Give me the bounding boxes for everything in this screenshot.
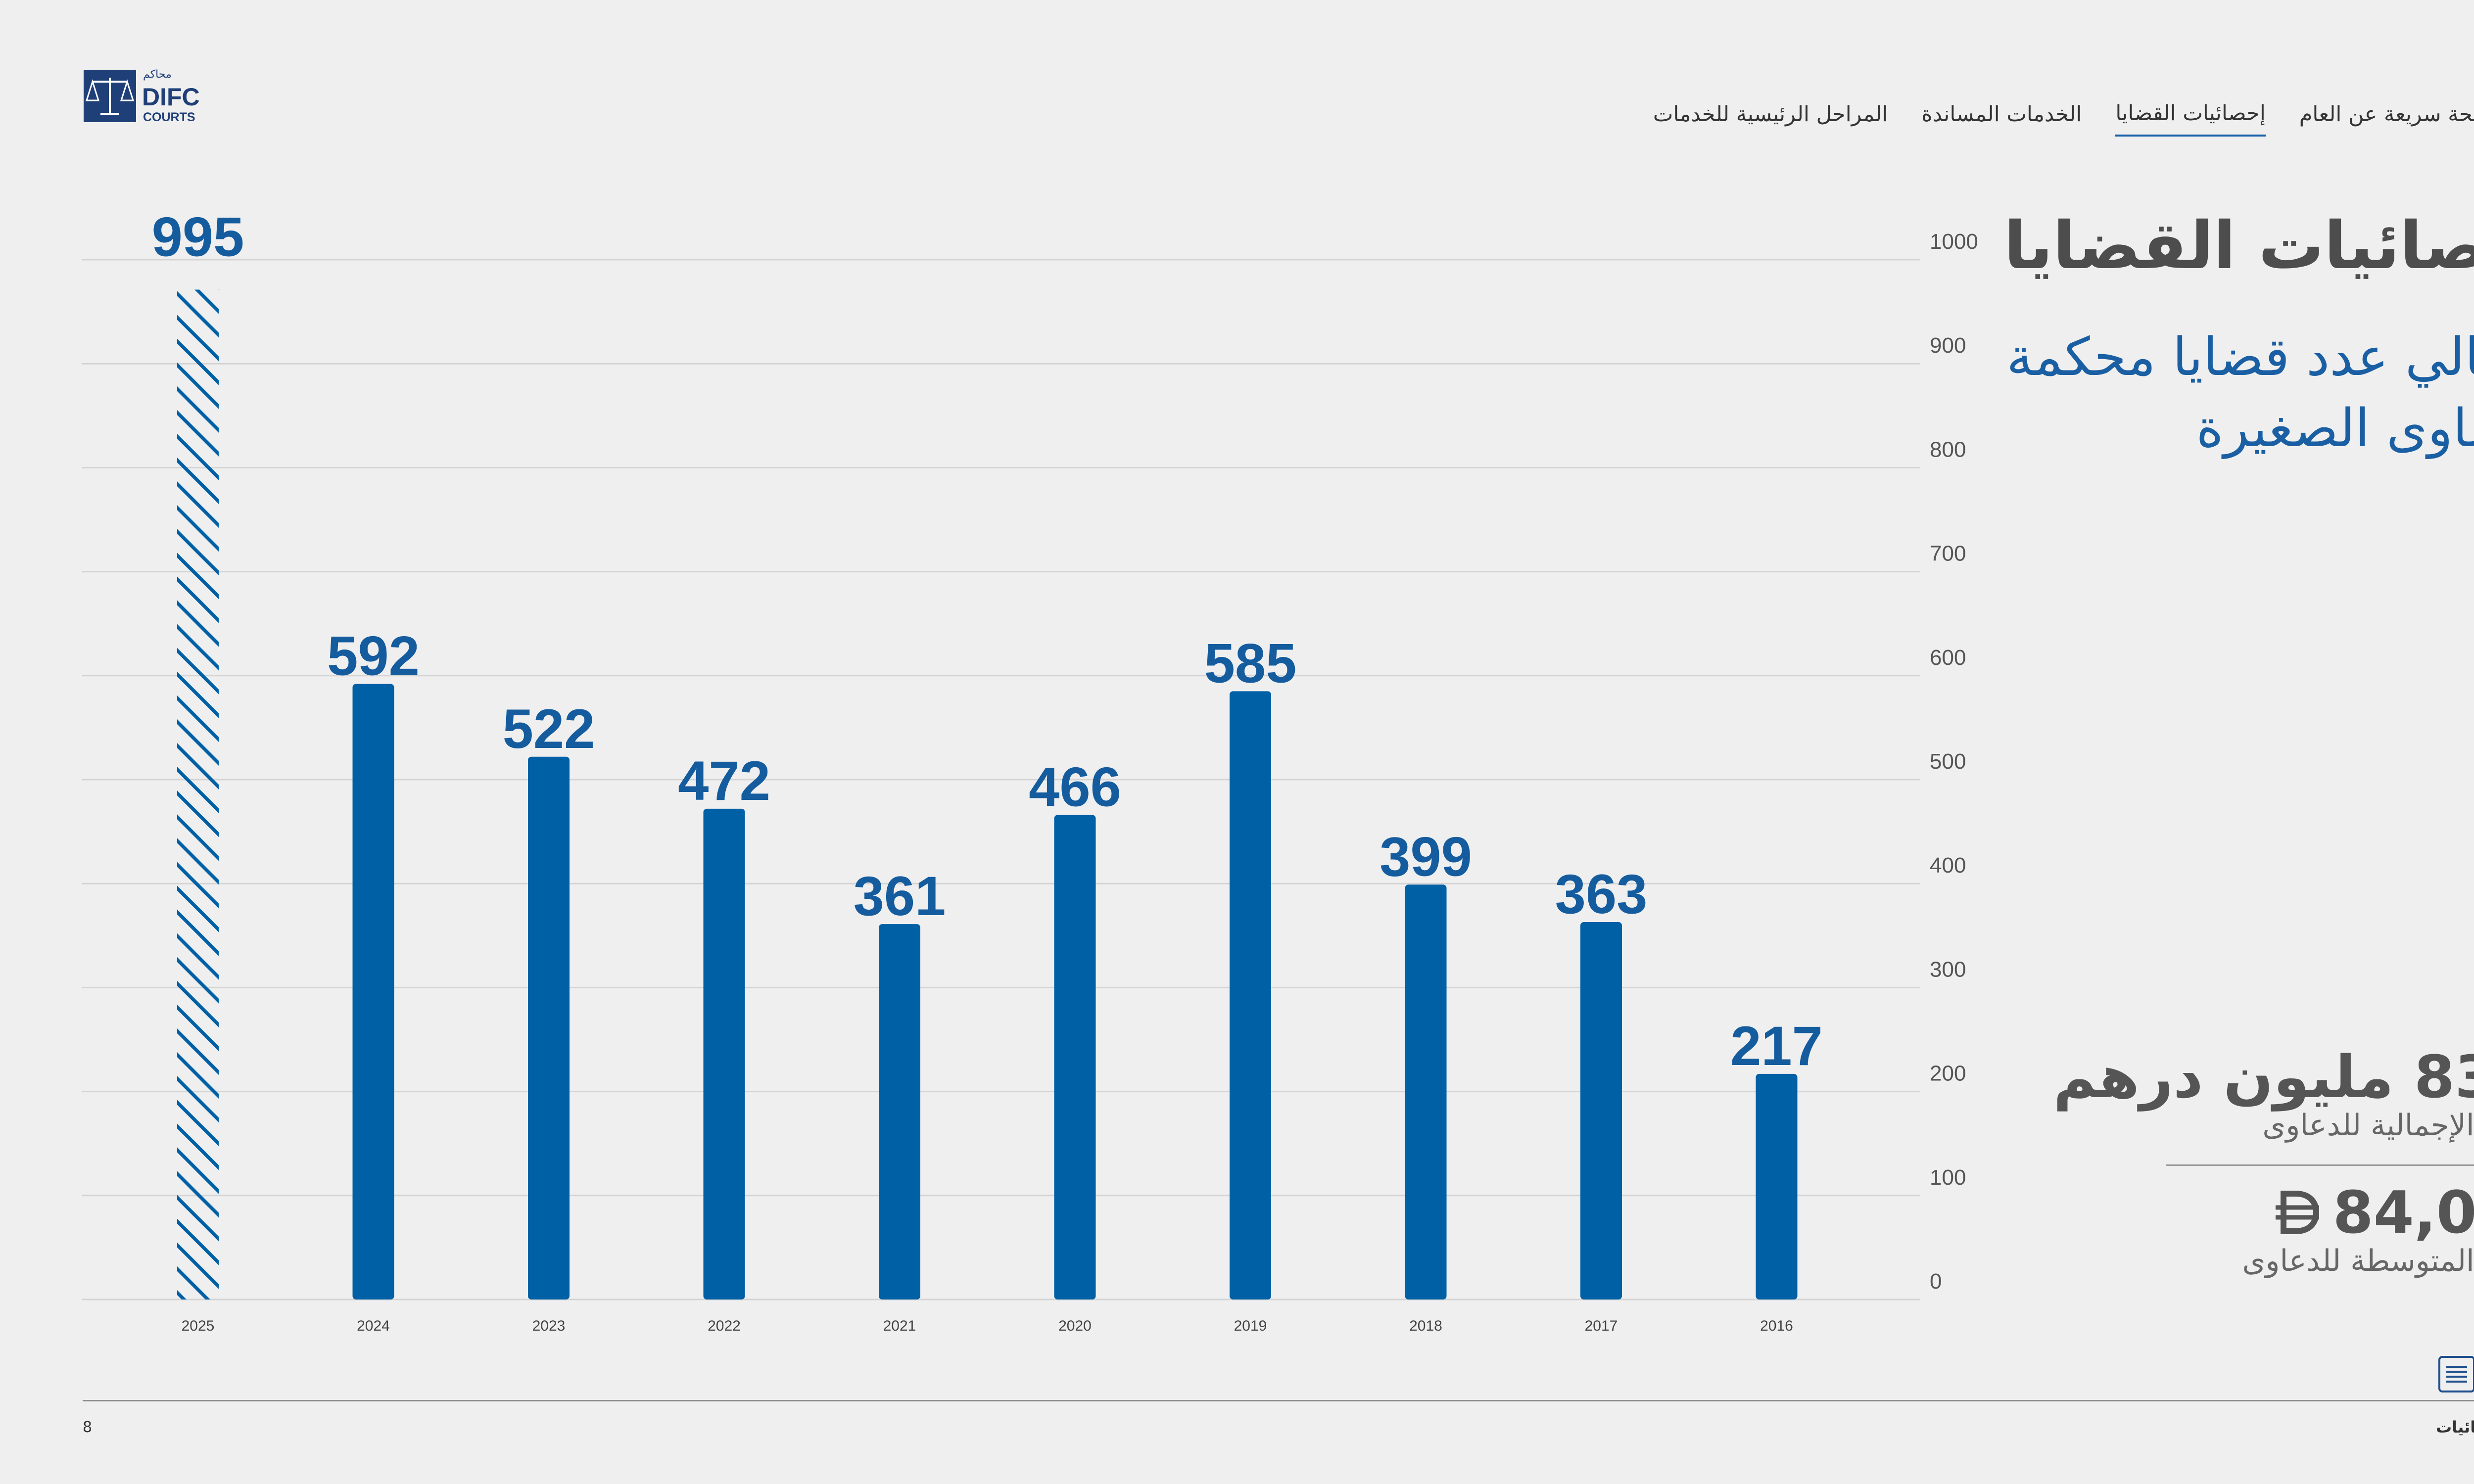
logo-text: DIFC xyxy=(142,83,200,111)
footer-report-title: 2025 إحصائيات xyxy=(2435,1418,2474,1437)
bar-2022 xyxy=(703,808,745,1299)
data-label-2018: 399 xyxy=(1380,826,1472,887)
y-tick-label: 100 xyxy=(1930,1165,1966,1190)
bar-2019 xyxy=(1230,691,1271,1299)
x-tick-label-2024: 2024 xyxy=(357,1318,390,1334)
y-tick-label: 700 xyxy=(1930,542,1966,566)
data-label-2023: 522 xyxy=(503,698,595,760)
x-tick-label-2025: 2025 xyxy=(182,1318,215,1334)
data-label-2021: 361 xyxy=(854,865,946,927)
average-claim-row: 84,000 xyxy=(2273,1178,2474,1247)
nav-item-service-milestones[interactable]: المراحل الرئيسية للخدمات xyxy=(1653,102,1888,127)
x-tick-label-2017: 2017 xyxy=(1585,1318,1618,1334)
bar-2017 xyxy=(1580,922,1622,1299)
top-navigation: لمحة سريعة عن العام إحصائيات القضايا الخ… xyxy=(1619,94,2474,139)
x-tick-label-2019: 2019 xyxy=(1234,1318,1267,1334)
page-number: 8 xyxy=(83,1419,93,1436)
difc-courts-logo: محاكم DIFC COURTS xyxy=(84,68,200,124)
page-navigation xyxy=(2438,1356,2474,1392)
data-label-2019: 585 xyxy=(1204,632,1297,694)
y-tick-label: 1000 xyxy=(1930,230,1978,254)
page-title: إحصائيات القضايا xyxy=(2003,208,2474,284)
bar-2023 xyxy=(528,756,570,1299)
footer-divider xyxy=(83,1400,2474,1401)
chart-subtitle: إجمالي عدد قضايا محكمة الدعاوى الصغيرة xyxy=(2006,326,2474,459)
bar-2016 xyxy=(1756,1073,1798,1299)
list-icon[interactable] xyxy=(2438,1356,2474,1392)
nav-item-support-services[interactable]: الخدمات المساندة xyxy=(1921,102,2082,127)
average-claim-label: القيمة المتوسطة للدعاوى xyxy=(2242,1244,2474,1278)
y-tick-label: 300 xyxy=(1930,957,1966,981)
y-tick-label: 600 xyxy=(1930,646,1966,670)
y-tick-label: 400 xyxy=(1930,853,1966,878)
data-label-2020: 466 xyxy=(1029,756,1121,818)
x-tick-label-2022: 2022 xyxy=(708,1318,741,1334)
data-label-2017: 363 xyxy=(1555,863,1648,925)
total-claims-label: القيمة الإجمالية للدعاوى xyxy=(2262,1108,2474,1143)
logo-subtext: COURTS xyxy=(143,110,195,124)
bar-2021 xyxy=(879,924,920,1299)
nav-item-year-overview[interactable]: لمحة سريعة عن العام xyxy=(2299,102,2474,127)
y-tick-label: 0 xyxy=(1930,1269,1942,1294)
x-tick-label-2016: 2016 xyxy=(1760,1318,1793,1334)
data-label-2024: 592 xyxy=(327,625,420,687)
x-tick-label-2023: 2023 xyxy=(532,1318,566,1334)
y-tick-label: 900 xyxy=(1930,333,1966,358)
y-tick-label: 200 xyxy=(1930,1062,1966,1086)
bar-2018 xyxy=(1405,884,1447,1299)
y-tick-label: 500 xyxy=(1930,749,1966,774)
data-label-2022: 472 xyxy=(678,750,770,812)
average-claim-value: 84,000 xyxy=(2332,1178,2474,1247)
x-tick-label-2021: 2021 xyxy=(883,1318,916,1334)
total-claims-value: 83.1 مليون درهم xyxy=(2053,1043,2474,1111)
dirham-icon xyxy=(2275,1191,2319,1234)
data-label-2016: 217 xyxy=(1730,1015,1823,1077)
x-tick-label-2020: 2020 xyxy=(1058,1318,1092,1334)
bar-2024 xyxy=(352,684,394,1299)
stats-divider xyxy=(2166,1164,2474,1166)
data-label-2025: 995 xyxy=(152,206,244,268)
bar-2025 xyxy=(177,289,219,1299)
nav-item-case-statistics[interactable]: إحصائيات القضايا xyxy=(2115,96,2266,137)
logo-arabic-text: محاكم xyxy=(143,68,172,81)
y-tick-label: 800 xyxy=(1930,437,1966,462)
bar-2020 xyxy=(1054,815,1096,1299)
x-tick-label-2018: 2018 xyxy=(1409,1318,1442,1334)
